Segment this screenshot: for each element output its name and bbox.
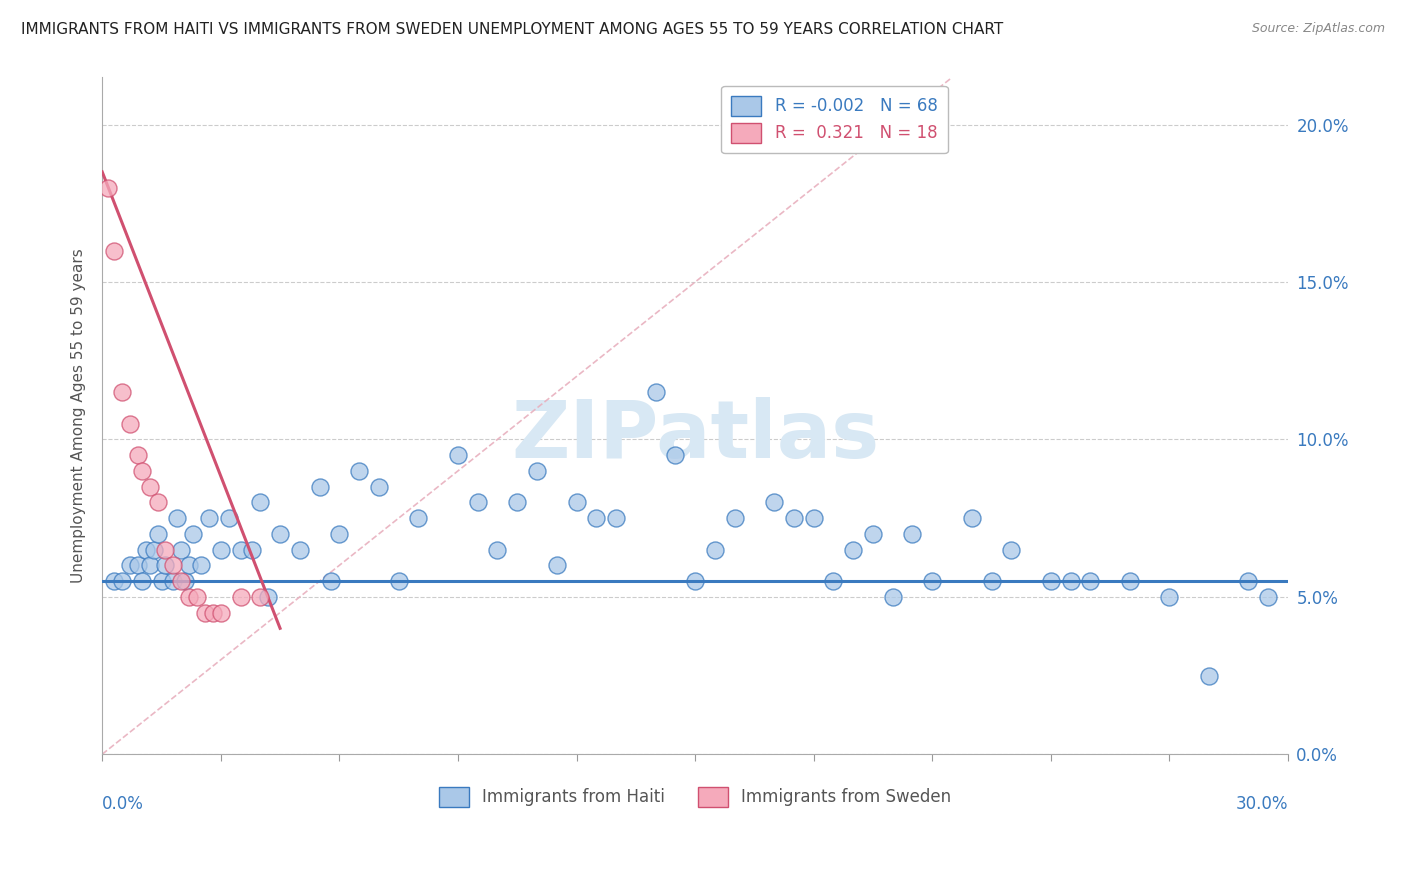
Point: [1257, 590, 1279, 604]
Point: [1198, 668, 1220, 682]
Point: [321, 574, 343, 588]
Point: [605, 511, 627, 525]
Point: [198, 511, 221, 525]
Point: [249, 590, 271, 604]
Point: [138, 558, 160, 573]
Point: [308, 480, 330, 494]
Point: [367, 480, 389, 494]
Point: [901, 527, 924, 541]
Point: [118, 417, 141, 431]
Point: [186, 590, 208, 604]
Point: [803, 511, 825, 525]
Point: [257, 590, 280, 604]
Point: [111, 385, 134, 400]
Point: [644, 385, 666, 400]
Point: [118, 558, 141, 573]
Point: [155, 558, 177, 573]
Point: [150, 574, 173, 588]
Point: [146, 495, 169, 509]
Point: [155, 542, 177, 557]
Point: [882, 590, 904, 604]
Text: IMMIGRANTS FROM HAITI VS IMMIGRANTS FROM SWEDEN UNEMPLOYMENT AMONG AGES 55 TO 59: IMMIGRANTS FROM HAITI VS IMMIGRANTS FROM…: [21, 22, 1004, 37]
Point: [179, 558, 201, 573]
Point: [111, 574, 134, 588]
Point: [135, 542, 157, 557]
Point: [131, 574, 153, 588]
Point: [127, 558, 149, 573]
Point: [131, 464, 153, 478]
Point: [201, 606, 224, 620]
Point: [1039, 574, 1062, 588]
Point: [467, 495, 489, 509]
Y-axis label: Unemployment Among Ages 55 to 59 years: Unemployment Among Ages 55 to 59 years: [72, 249, 86, 583]
Point: [181, 527, 204, 541]
Point: [209, 606, 232, 620]
Point: [146, 527, 169, 541]
Point: [980, 574, 1002, 588]
Point: [288, 542, 311, 557]
Text: Source: ZipAtlas.com: Source: ZipAtlas.com: [1251, 22, 1385, 36]
Point: [138, 480, 160, 494]
Point: [486, 542, 509, 557]
Point: [565, 495, 588, 509]
Point: [546, 558, 568, 573]
Point: [683, 574, 706, 588]
Point: [1059, 574, 1081, 588]
Point: [388, 574, 411, 588]
Point: [142, 542, 165, 557]
Point: [921, 574, 943, 588]
Text: 0.0%: 0.0%: [103, 795, 143, 813]
Point: [190, 558, 212, 573]
Point: [162, 574, 184, 588]
Point: [408, 511, 430, 525]
Point: [166, 511, 188, 525]
Point: [1119, 574, 1142, 588]
Point: [97, 180, 120, 194]
Point: [269, 527, 291, 541]
Point: [1080, 574, 1102, 588]
Point: [127, 448, 149, 462]
Text: 30.0%: 30.0%: [1236, 795, 1288, 813]
Point: [347, 464, 370, 478]
Point: [862, 527, 884, 541]
Point: [506, 495, 529, 509]
Point: [328, 527, 350, 541]
Point: [585, 511, 607, 525]
Point: [229, 590, 252, 604]
Point: [249, 495, 271, 509]
Point: [242, 542, 264, 557]
Point: [703, 542, 725, 557]
Point: [783, 511, 806, 525]
Point: [179, 590, 201, 604]
Point: [723, 511, 745, 525]
Point: [526, 464, 548, 478]
Point: [170, 542, 193, 557]
Point: [170, 574, 193, 588]
Point: [103, 244, 125, 258]
Point: [960, 511, 983, 525]
Point: [823, 574, 845, 588]
Point: [162, 558, 184, 573]
Point: [229, 542, 252, 557]
Point: [1237, 574, 1260, 588]
Text: ZIPatlas: ZIPatlas: [510, 397, 879, 475]
Point: [174, 574, 197, 588]
Point: [447, 448, 470, 462]
Point: [218, 511, 240, 525]
Point: [103, 574, 125, 588]
Legend: Immigrants from Haiti, Immigrants from Sweden: Immigrants from Haiti, Immigrants from S…: [432, 780, 959, 814]
Point: [664, 448, 686, 462]
Point: [1159, 590, 1181, 604]
Point: [209, 542, 232, 557]
Point: [842, 542, 865, 557]
Point: [194, 606, 217, 620]
Point: [763, 495, 786, 509]
Point: [1000, 542, 1022, 557]
